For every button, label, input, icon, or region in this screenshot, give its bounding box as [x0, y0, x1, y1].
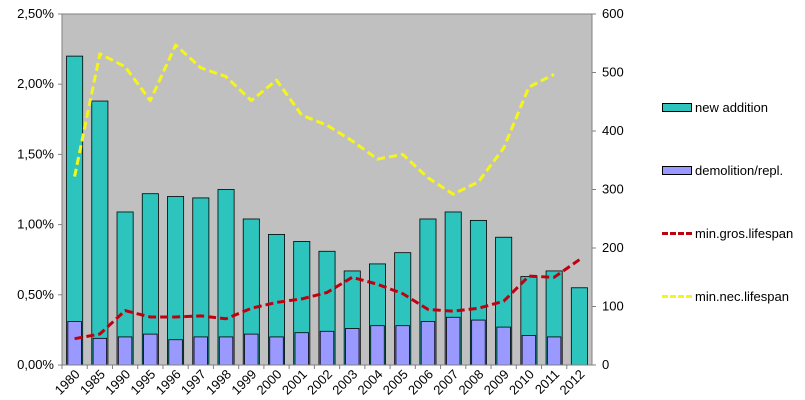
bar-demolition-2004 [370, 325, 385, 366]
legend-label-demolition: demolition/repl. [695, 162, 784, 178]
bar-demolition-2002 [319, 330, 335, 366]
y-left-tick-label: 2,50% [17, 6, 54, 21]
bar-new-addition-1980 [66, 55, 84, 366]
x-tick-label: 1985 [77, 367, 108, 398]
x-tick-label: 2011 [532, 367, 562, 397]
x-tick-label: 1990 [102, 367, 133, 398]
y-right-tick-label: 200 [602, 240, 624, 255]
x-tick-label: 2006 [405, 367, 436, 398]
x-tick-label: 2010 [506, 367, 537, 398]
legend-swatch-new-addition [662, 102, 692, 112]
x-tick-label: 2007 [430, 367, 461, 398]
y-left-tick-label: 0,50% [17, 287, 54, 302]
chart-canvas: 0,00% 0,50% 1,00% 1,50% 2,00% 2,50% 0 100 200 300… [17, 6, 624, 398]
legend-label-new-addition: new addition [695, 99, 768, 115]
legend-item-new-addition: new addition [662, 97, 768, 117]
x-tick-label: 1999 [228, 367, 259, 398]
y-right-tick-label: 500 [602, 65, 624, 80]
bar-demolition-2005 [395, 325, 410, 366]
x-tick-label: 2012 [556, 367, 587, 398]
x-tick-label: 1998 [203, 367, 234, 398]
y-right-tick-label: 0 [602, 357, 609, 372]
legend-label-min-gros-lifespan: min.gros.lifespan [695, 225, 794, 241]
x-tick-label: 2002 [304, 367, 335, 398]
x-tick-label: 2005 [380, 367, 411, 398]
bar-demolition-1998 [218, 336, 234, 366]
bar-demolition-2003 [345, 328, 360, 366]
bar-demolition-2000 [269, 336, 284, 366]
line-min-gros-lifespan [74, 258, 581, 341]
legend-swatch-demolition [662, 165, 692, 175]
x-tick-label: 2000 [254, 367, 285, 398]
bar-demolition-2007 [446, 316, 461, 366]
legend: new addition demolition/repl. min.gros.l… [662, 0, 805, 400]
bar-demolition-2009 [496, 326, 511, 366]
legend-swatch-min-gros-lifespan [662, 231, 692, 235]
y-right-tick-label: 600 [602, 6, 624, 21]
legend-label-min-nec-lifespan: min.nec.lifespan [695, 288, 789, 304]
bar-demolition-1990 [117, 336, 133, 366]
bar-demolition-1985 [92, 337, 108, 366]
legend-item-demolition: demolition/repl. [662, 160, 783, 180]
bar-demolition-2001 [294, 332, 309, 366]
bar-demolition-2010 [521, 335, 537, 366]
legend-item-min-gros-lifespan: min.gros.lifespan [662, 223, 793, 243]
bar-demolition-1999 [244, 333, 259, 366]
y-right-tick-label: 300 [602, 182, 624, 197]
y-left-tick-label: 1,50% [17, 146, 54, 161]
x-tick-label: 2009 [481, 367, 512, 398]
bar-demolition-1997 [193, 336, 208, 366]
legend-item-min-nec-lifespan: min.nec.lifespan [662, 286, 789, 306]
x-tick-label: 2001 [279, 367, 310, 398]
y-right-tick-label: 400 [602, 123, 624, 138]
line-min-nec-lifespan [73, 43, 555, 196]
y-left-tick-label: 1,00% [17, 217, 54, 232]
x-tick-label: 2003 [329, 367, 360, 398]
bar-demolition-2011 [546, 336, 562, 366]
bar-demolition-1996 [168, 339, 183, 366]
bar-demolition-1995 [143, 333, 158, 366]
x-tick-label: 1980 [52, 367, 83, 398]
x-tick-label: 1997 [178, 367, 209, 398]
bar-demolition-1980 [67, 321, 82, 366]
bar-new-addition-1985 [91, 100, 109, 366]
bar-new-addition-2012 [570, 287, 588, 366]
bar-demolition-2008 [471, 319, 486, 366]
x-tick-label: 2004 [355, 367, 386, 398]
x-tick-label: 2008 [455, 367, 486, 398]
y-right-tick-label: 100 [602, 299, 624, 314]
y-left-tick-label: 0,00% [17, 357, 54, 372]
y-left-tick-label: 2,00% [17, 76, 54, 91]
legend-swatch-min-nec-lifespan [662, 294, 692, 298]
bar-demolition-2006 [420, 321, 436, 366]
x-tick-label: 1995 [127, 367, 158, 398]
x-tick-label: 1996 [153, 367, 184, 398]
